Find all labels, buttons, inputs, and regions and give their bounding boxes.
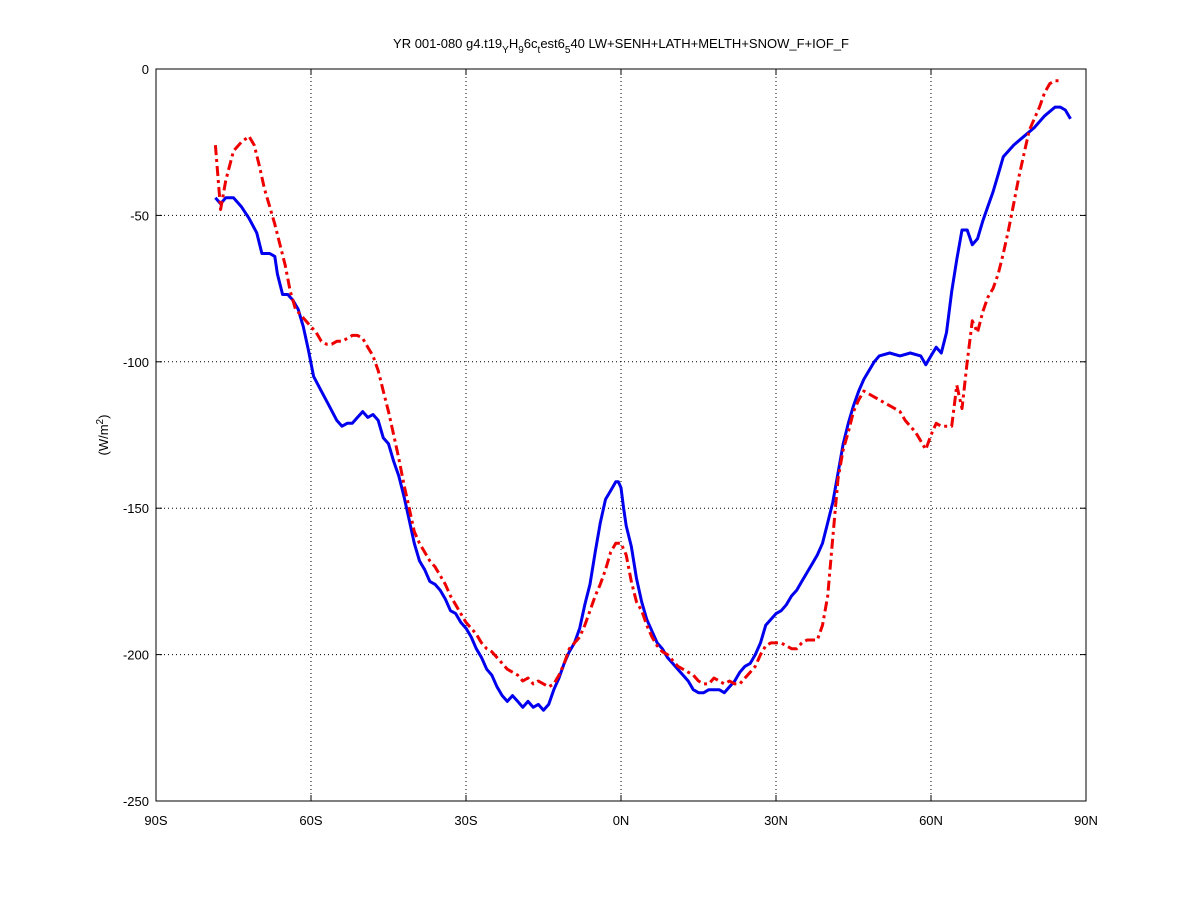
y-tick-label: -50 — [130, 208, 149, 223]
x-tick-label: 60S — [299, 813, 322, 828]
chart-title: YR 001-080 g4.t19YH96ctest6540 LW+SENH+L… — [393, 36, 849, 56]
y-tick-label: -250 — [123, 794, 149, 809]
title-part: H — [509, 36, 518, 51]
title-part: YR 001-080 g4.t19 — [393, 36, 502, 51]
y-axis-label: (W/m2) — [95, 415, 111, 456]
y-tick-label: -100 — [123, 355, 149, 370]
plot-series — [213, 79, 1072, 712]
series-line-2 — [213, 79, 1061, 689]
x-tick-label: 90N — [1074, 813, 1098, 828]
title-part: Y — [502, 45, 509, 56]
title-part: 5 — [565, 45, 571, 56]
y-tick-labels: 0 -50 -100 -150 -200 -250 — [123, 62, 149, 809]
title-part: 9 — [518, 45, 524, 56]
y-tick-label: 0 — [142, 62, 149, 77]
y-tick-label: -150 — [123, 501, 149, 516]
x-tick-labels: 90S 60S 30S 0N 30N 60N 90N — [144, 813, 1098, 828]
x-tick-label: 30N — [764, 813, 788, 828]
axis-ticks — [155, 68, 1087, 802]
y-tick-label: -200 — [123, 648, 149, 663]
x-tick-label: 90S — [144, 813, 167, 828]
x-tick-label: 30S — [454, 813, 477, 828]
title-part: 40 LW+SENH+LATH+MELTH+SNOW_F+IOF_F — [570, 36, 849, 51]
title-part: t — [538, 45, 541, 56]
x-tick-label: 0N — [613, 813, 630, 828]
series-line-1 — [214, 105, 1072, 712]
grid-lines — [156, 69, 1086, 801]
title-part: est6 — [540, 36, 565, 51]
title-part: 6c — [524, 36, 538, 51]
plot-frame — [155, 68, 1087, 802]
x-tick-label: 60N — [919, 813, 943, 828]
